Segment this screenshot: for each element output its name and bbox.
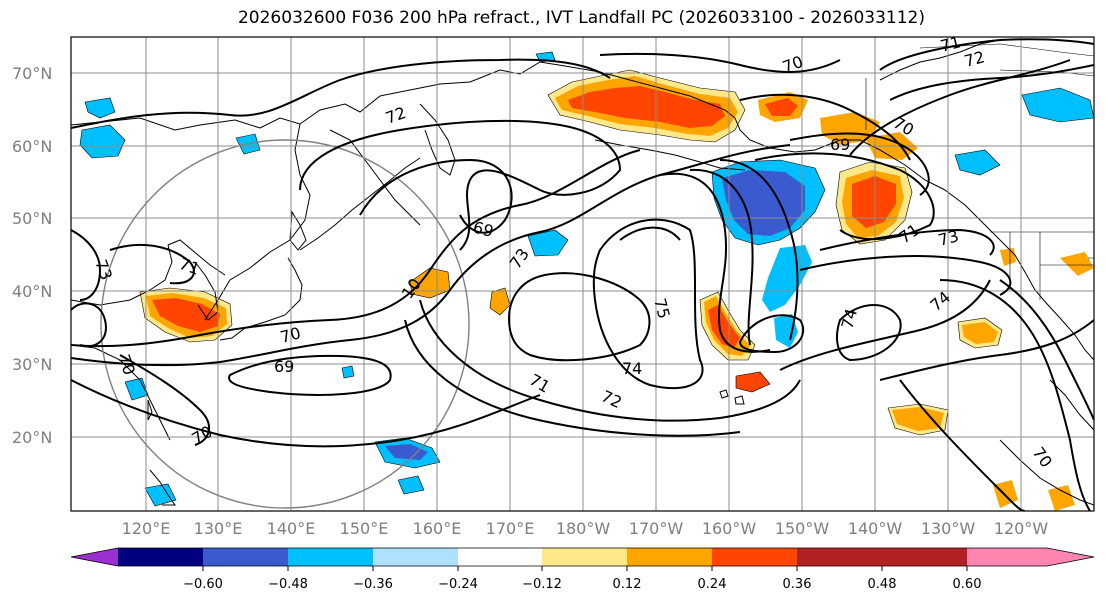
lon-label: 130°E xyxy=(194,519,243,538)
colorbar-tick-label: −0.36 xyxy=(353,577,393,592)
colorbar-tick-label: −0.12 xyxy=(522,577,562,592)
contour-label: 69 xyxy=(830,135,850,154)
colorbar-tick-label: −0.60 xyxy=(183,577,223,592)
lon-label: 140°W xyxy=(848,519,903,538)
contour-label: 74 xyxy=(838,306,862,331)
shade-ecorner-orange xyxy=(1060,252,1094,276)
colorbar-tick-label: 0.12 xyxy=(613,577,642,592)
contour-label: 69 xyxy=(471,218,496,242)
colorbar-max-extension xyxy=(967,548,1094,566)
colorbar-segment xyxy=(542,548,627,566)
shade-gulf-blue-dark xyxy=(722,170,805,236)
colorbar-tick-label: 0.60 xyxy=(953,577,982,592)
shade-phil-blue-dark xyxy=(385,444,428,460)
lon-label: 140°E xyxy=(267,519,316,538)
colorbar-segment xyxy=(118,548,203,566)
lon-label: 170°W xyxy=(629,519,684,538)
shade-ne-blue-b xyxy=(954,149,1001,176)
lat-label: 60°N xyxy=(12,137,52,156)
colorbar-segment xyxy=(712,548,797,566)
colorbar-segment xyxy=(797,548,882,566)
lat-label: 30°N xyxy=(12,355,52,374)
contour-label: 69 xyxy=(274,357,294,376)
lat-label: 40°N xyxy=(12,282,52,301)
colorbar-min-extension xyxy=(71,548,118,566)
colorbar: −0.60 −0.48 −0.36 −0.24 −0.12 0.12 0.24 … xyxy=(70,547,1095,592)
lon-label: 120°W xyxy=(994,519,1049,538)
lon-label: 170°E xyxy=(486,519,535,538)
colorbar-segment xyxy=(373,548,458,566)
shade-se-blue xyxy=(144,483,177,507)
lon-label: 160°W xyxy=(702,519,757,538)
contour-label: 75 xyxy=(650,296,674,321)
colorbar-segment xyxy=(882,548,967,566)
colorbar-tick-label: 0.48 xyxy=(868,577,897,592)
shade-japan-red xyxy=(152,298,220,332)
shade-se-orange-b xyxy=(1048,485,1075,511)
shade-hawaii-red xyxy=(735,371,771,393)
lon-label: 160°E xyxy=(413,519,462,538)
contour-label: 71 xyxy=(938,32,963,56)
shade-ne-blue xyxy=(1021,87,1094,123)
shade-nw-blue xyxy=(84,97,116,119)
shade-dateline-blue xyxy=(527,229,569,257)
lon-label: 150°E xyxy=(340,519,389,538)
contour-label: 74 xyxy=(622,359,642,378)
lat-label: 70°N xyxy=(12,64,52,83)
lon-label: 150°W xyxy=(775,519,830,538)
colorbar-tick-label: 0.36 xyxy=(783,577,812,592)
shade-small-blue xyxy=(341,365,355,379)
shade-gulf-tail-b xyxy=(774,314,798,348)
shade-nw-blue-b xyxy=(79,124,126,159)
gridlines xyxy=(71,37,1094,511)
shade-gulf-tail xyxy=(762,245,812,312)
shade-gulf-north-orange xyxy=(820,112,880,145)
colorbar-tick-label: −0.24 xyxy=(438,577,478,592)
shade-dateline-orange xyxy=(489,287,511,316)
shade-bering-red xyxy=(568,86,725,128)
coastline-layer xyxy=(71,39,1094,506)
contour-label: 70 xyxy=(278,323,303,347)
colorbar-ticks xyxy=(202,566,968,571)
colorbar-segment xyxy=(288,548,373,566)
lon-label: 130°W xyxy=(921,519,976,538)
range-circle xyxy=(100,139,470,509)
shade-central-red xyxy=(708,305,740,348)
longitude-axis: 120°E 130°E 140°E 150°E 160°E 170°E 180°… xyxy=(122,519,1049,538)
shade-subtrop-orange xyxy=(892,407,944,431)
latitude-axis: 70°N 60°N 50°N 40°N 30°N 20°N xyxy=(12,64,52,447)
colorbar-outline xyxy=(70,547,1095,567)
shade-sub-blue xyxy=(397,475,425,495)
shade-ne-asia-red xyxy=(765,98,798,116)
lat-label: 50°N xyxy=(12,209,52,228)
lon-label: 120°E xyxy=(122,519,171,538)
colorbar-segment xyxy=(203,548,288,566)
colorbar-tick-label: −0.48 xyxy=(268,577,308,592)
colorbar-segment xyxy=(627,548,712,566)
contour-label: 72 xyxy=(962,47,987,71)
contour-layer xyxy=(71,38,1094,511)
lat-label: 20°N xyxy=(12,428,52,447)
shading-layer xyxy=(79,51,1094,511)
lon-label: 180°W xyxy=(556,519,611,538)
shade-wc-orange xyxy=(962,322,998,344)
map-frame xyxy=(70,36,1095,512)
colorbar-tick-label: 0.24 xyxy=(698,577,727,592)
map-title: 2026032600 F036 200 hPa refract., IVT La… xyxy=(237,8,925,28)
colorbar-segment xyxy=(458,548,542,566)
shade-gulf-east-red xyxy=(852,176,896,228)
contour-label: 73 xyxy=(936,226,961,250)
